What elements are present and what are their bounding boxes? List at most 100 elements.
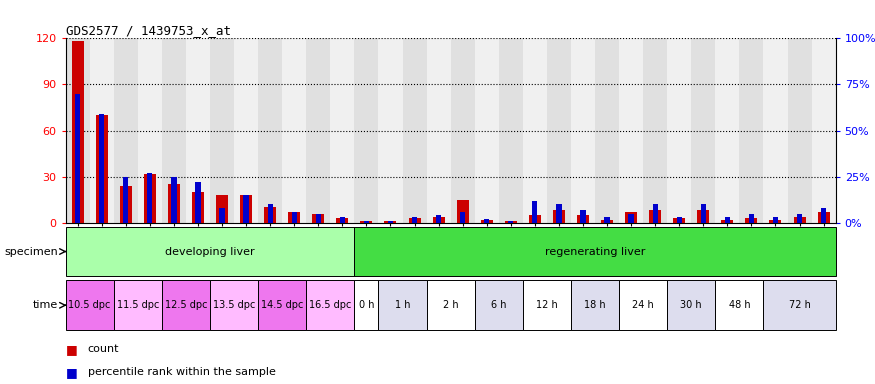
- Bar: [162, 38, 186, 223]
- Bar: [721, 220, 733, 223]
- Bar: [306, 38, 331, 223]
- Bar: [480, 220, 493, 223]
- Bar: [475, 280, 523, 330]
- Text: 13.5 dpc: 13.5 dpc: [213, 300, 256, 310]
- Bar: [649, 210, 662, 223]
- Text: 24 h: 24 h: [633, 300, 654, 310]
- Bar: [821, 208, 826, 223]
- Bar: [409, 218, 421, 223]
- Text: 48 h: 48 h: [729, 300, 750, 310]
- Text: count: count: [88, 344, 119, 354]
- Text: regenerating liver: regenerating liver: [545, 247, 645, 257]
- Bar: [620, 280, 668, 330]
- Bar: [668, 280, 716, 330]
- Bar: [66, 280, 114, 330]
- Bar: [595, 38, 619, 223]
- Bar: [72, 41, 84, 223]
- Text: time: time: [32, 300, 58, 310]
- Bar: [716, 38, 739, 223]
- Bar: [147, 173, 152, 223]
- Bar: [268, 204, 273, 223]
- Bar: [571, 38, 595, 223]
- Bar: [186, 38, 210, 223]
- Text: 14.5 dpc: 14.5 dpc: [261, 300, 304, 310]
- Bar: [697, 210, 710, 223]
- Bar: [432, 217, 444, 223]
- Bar: [577, 215, 589, 223]
- Bar: [331, 38, 354, 223]
- Bar: [746, 218, 758, 223]
- Bar: [739, 38, 764, 223]
- Bar: [306, 280, 354, 330]
- Bar: [66, 227, 354, 276]
- Bar: [794, 217, 806, 223]
- Bar: [316, 214, 321, 223]
- Bar: [628, 214, 634, 223]
- Bar: [668, 38, 691, 223]
- Bar: [210, 280, 258, 330]
- Bar: [724, 217, 730, 223]
- Bar: [123, 177, 129, 223]
- Text: ■: ■: [66, 366, 77, 379]
- Bar: [508, 221, 514, 223]
- Text: 0 h: 0 h: [359, 300, 374, 310]
- Bar: [95, 115, 108, 223]
- Text: 11.5 dpc: 11.5 dpc: [116, 300, 159, 310]
- Bar: [354, 280, 379, 330]
- Bar: [340, 217, 345, 223]
- Text: 16.5 dpc: 16.5 dpc: [309, 300, 352, 310]
- Bar: [388, 221, 393, 223]
- Bar: [354, 38, 379, 223]
- Text: 2 h: 2 h: [443, 300, 458, 310]
- Text: 72 h: 72 h: [788, 300, 810, 310]
- Bar: [763, 280, 836, 330]
- Bar: [210, 38, 235, 223]
- Text: ■: ■: [66, 343, 77, 356]
- Bar: [620, 38, 643, 223]
- Bar: [258, 38, 283, 223]
- Bar: [625, 212, 637, 223]
- Bar: [499, 38, 523, 223]
- Bar: [605, 217, 610, 223]
- Bar: [234, 38, 258, 223]
- Bar: [553, 210, 565, 223]
- Bar: [505, 221, 517, 223]
- Bar: [749, 214, 754, 223]
- Bar: [528, 215, 541, 223]
- Text: 30 h: 30 h: [681, 300, 702, 310]
- Bar: [379, 38, 402, 223]
- Bar: [523, 38, 547, 223]
- Bar: [769, 220, 781, 223]
- Bar: [379, 280, 427, 330]
- Bar: [427, 38, 451, 223]
- Bar: [192, 192, 204, 223]
- Text: GDS2577 / 1439753_x_at: GDS2577 / 1439753_x_at: [66, 24, 231, 37]
- Bar: [243, 195, 248, 223]
- Bar: [66, 38, 90, 223]
- Text: developing liver: developing liver: [165, 247, 255, 257]
- Bar: [451, 38, 475, 223]
- Bar: [436, 215, 441, 223]
- Bar: [384, 221, 396, 223]
- Bar: [601, 220, 613, 223]
- Bar: [99, 114, 104, 223]
- Bar: [195, 182, 200, 223]
- Bar: [288, 212, 300, 223]
- Text: 10.5 dpc: 10.5 dpc: [68, 300, 111, 310]
- Bar: [114, 38, 138, 223]
- Bar: [291, 212, 297, 223]
- Bar: [336, 218, 348, 223]
- Bar: [523, 280, 571, 330]
- Bar: [676, 217, 682, 223]
- Bar: [673, 218, 685, 223]
- Bar: [114, 280, 162, 330]
- Bar: [360, 221, 373, 223]
- Bar: [264, 207, 276, 223]
- Bar: [643, 38, 668, 223]
- Bar: [138, 38, 162, 223]
- Bar: [144, 174, 156, 223]
- Text: 6 h: 6 h: [491, 300, 507, 310]
- Bar: [571, 280, 620, 330]
- Bar: [653, 204, 658, 223]
- Bar: [773, 217, 778, 223]
